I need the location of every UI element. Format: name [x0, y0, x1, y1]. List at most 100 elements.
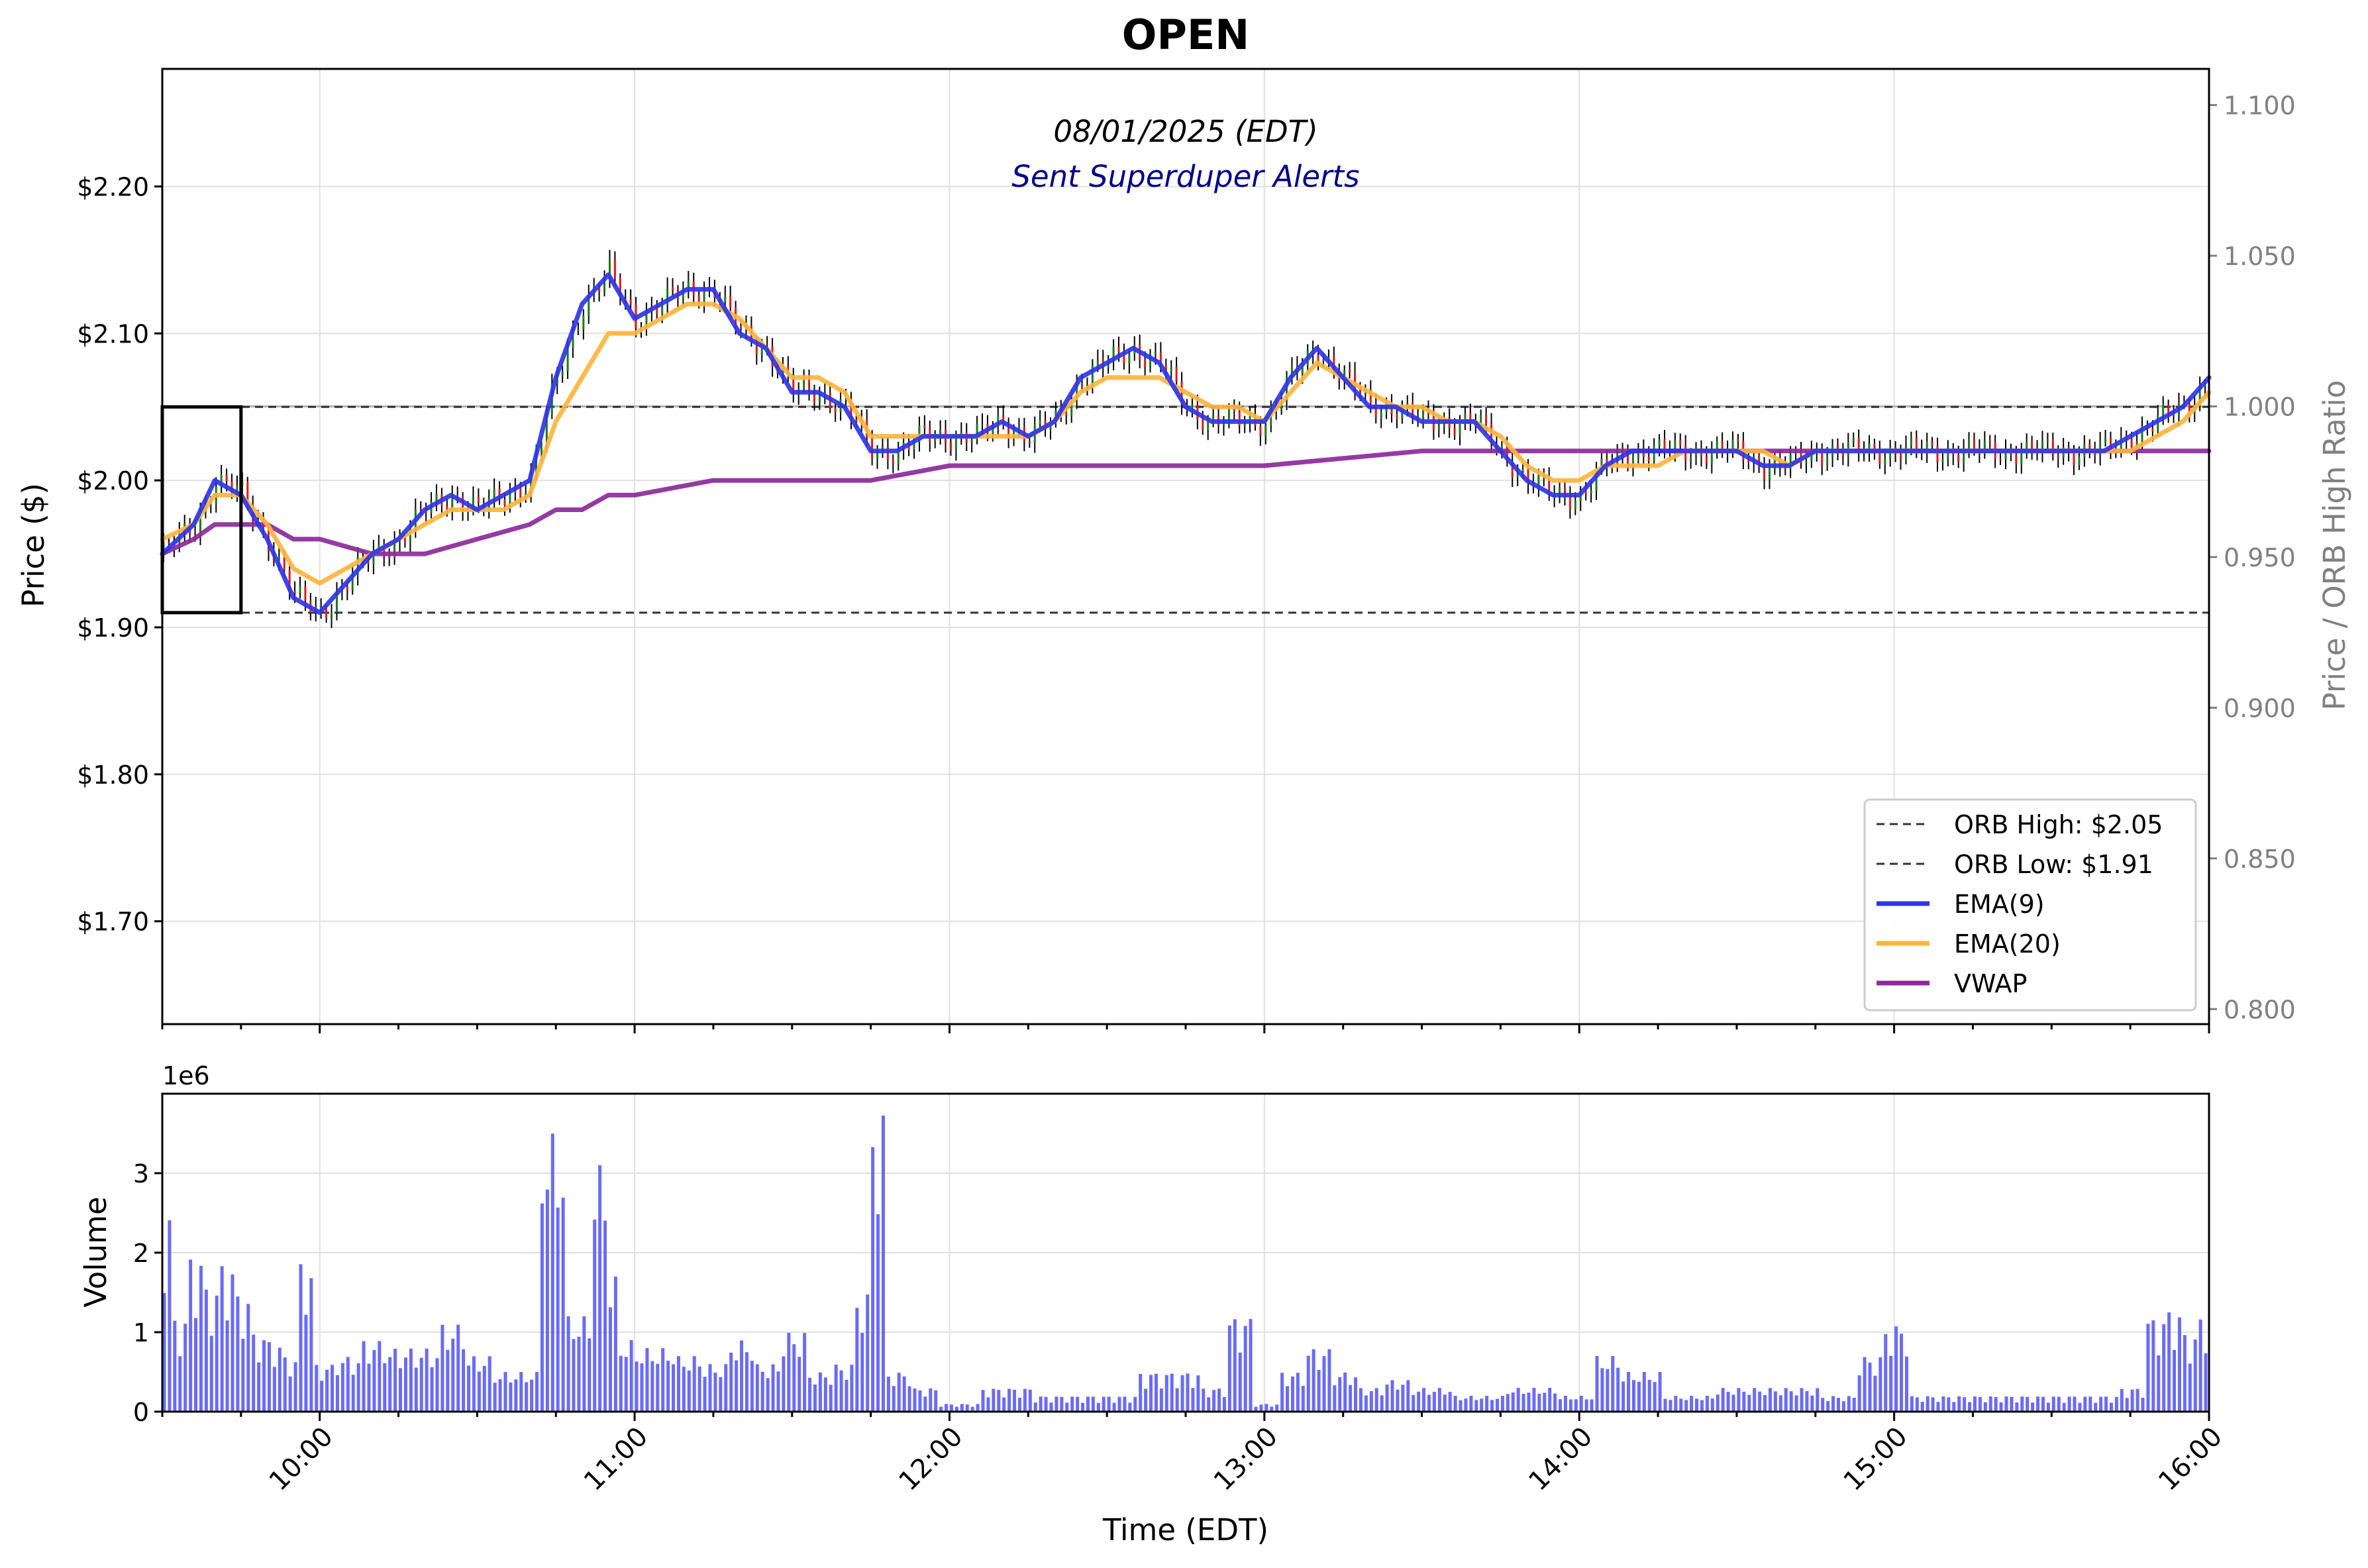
volume-bar: [871, 1147, 875, 1412]
volume-bar: [462, 1349, 466, 1412]
volume-bar: [1170, 1373, 1174, 1412]
volume-bar: [572, 1339, 576, 1412]
volume-bar: [1180, 1375, 1184, 1412]
volume-bar: [367, 1363, 371, 1412]
volume-bar: [199, 1265, 203, 1412]
candle-body: [1521, 468, 1524, 472]
volume-bar: [1312, 1349, 1315, 1412]
volume-bar: [577, 1336, 581, 1412]
volume-bar: [1868, 1362, 1872, 1412]
volume-bar: [1889, 1355, 1893, 1412]
candle-body: [1663, 439, 1666, 451]
volume-y-tick-label: 1: [133, 1318, 149, 1347]
candle-body: [1170, 366, 1172, 372]
candle-body: [451, 496, 454, 511]
candle-body: [503, 499, 506, 506]
candle-body: [288, 570, 291, 592]
candle-body: [1180, 381, 1183, 405]
volume-bar: [1532, 1388, 1536, 1412]
candle-body: [1422, 409, 1425, 419]
volume-bar: [1553, 1393, 1557, 1412]
volume-bar: [1931, 1397, 1935, 1412]
volume-bar: [1422, 1388, 1426, 1412]
volume-y-axis-label: Volume: [78, 1196, 113, 1307]
volume-bar: [1658, 1372, 1662, 1412]
volume-bar: [2109, 1402, 2113, 1412]
volume-bar: [498, 1379, 502, 1412]
volume-bar: [288, 1376, 292, 1412]
volume-bar: [1474, 1400, 1478, 1412]
candle-body: [808, 379, 811, 391]
volume-bar: [1569, 1399, 1572, 1412]
candle-body: [818, 393, 821, 403]
volume-bar: [1290, 1376, 1294, 1412]
series-line-vwap: [160, 448, 2212, 556]
candle-body: [629, 299, 632, 305]
volume-bar: [372, 1349, 376, 1412]
candle-body: [1873, 443, 1876, 450]
volume-bar: [619, 1355, 623, 1412]
volume-bar: [1778, 1395, 1782, 1412]
candle-body: [1627, 454, 1629, 466]
volume-bar: [1159, 1388, 1163, 1412]
volume-bar: [1863, 1357, 1867, 1412]
candle-body: [582, 315, 585, 330]
volume-bar: [960, 1404, 964, 1412]
volume-bar: [635, 1361, 639, 1412]
volume-bar: [1259, 1404, 1263, 1412]
candle-body: [1773, 458, 1776, 469]
volume-bar: [1563, 1396, 1567, 1412]
candle-body: [661, 305, 664, 314]
volume-bar: [2094, 1402, 2098, 1412]
volume-bar: [1448, 1392, 1452, 1412]
volume-bar: [776, 1371, 780, 1412]
candle-body: [393, 541, 396, 558]
volume-bar: [2136, 1388, 2139, 1412]
candle-body: [1485, 415, 1488, 423]
volume-bar: [1548, 1388, 1552, 1412]
candle-body: [981, 423, 984, 425]
candle-body: [1070, 398, 1073, 416]
candle-body: [1988, 441, 1991, 443]
volume-bar: [2130, 1389, 2134, 1412]
volume-bar: [1191, 1388, 1195, 1412]
volume-bar: [1857, 1375, 1861, 1412]
legend-box: [1863, 798, 2197, 1012]
candle-body: [892, 460, 894, 464]
candle-body: [351, 575, 354, 591]
candle-body: [1537, 475, 1540, 488]
volume-bar: [173, 1320, 177, 1412]
candle-body: [1731, 439, 1734, 452]
volume-scale-label: 1e6: [162, 1061, 210, 1090]
volume-bar: [1873, 1375, 1877, 1412]
candle-body: [2198, 386, 2201, 405]
candle-body: [1852, 437, 1855, 443]
candle-body: [1164, 365, 1167, 372]
volume-bar: [897, 1373, 901, 1412]
volume-bar: [2026, 1396, 2030, 1412]
volume-bar: [304, 1314, 308, 1412]
volume-bar: [1768, 1388, 1772, 1412]
volume-y-tick-label: 3: [133, 1159, 149, 1188]
candle-body: [1879, 449, 1881, 464]
volume-bar: [687, 1370, 691, 1412]
candle-body: [2026, 441, 2028, 453]
candle-body: [2041, 441, 2043, 454]
volume-bar: [2188, 1363, 2192, 1412]
candle-body: [1500, 445, 1503, 448]
volume-bar: [886, 1377, 890, 1412]
candle-body: [2173, 414, 2175, 417]
volume-bar: [482, 1365, 486, 1412]
volume-bar: [2004, 1396, 2008, 1412]
volume-bar: [2146, 1324, 2150, 1412]
candle-body: [803, 379, 805, 389]
volume-bar: [231, 1274, 234, 1412]
volume-bar: [1385, 1385, 1389, 1412]
candle-body: [1963, 449, 1965, 462]
volume-bar: [1028, 1389, 1032, 1412]
volume-bar: [472, 1356, 476, 1412]
volume-bar: [189, 1259, 193, 1412]
volume-bar: [608, 1307, 612, 1412]
volume-bar: [724, 1364, 728, 1412]
